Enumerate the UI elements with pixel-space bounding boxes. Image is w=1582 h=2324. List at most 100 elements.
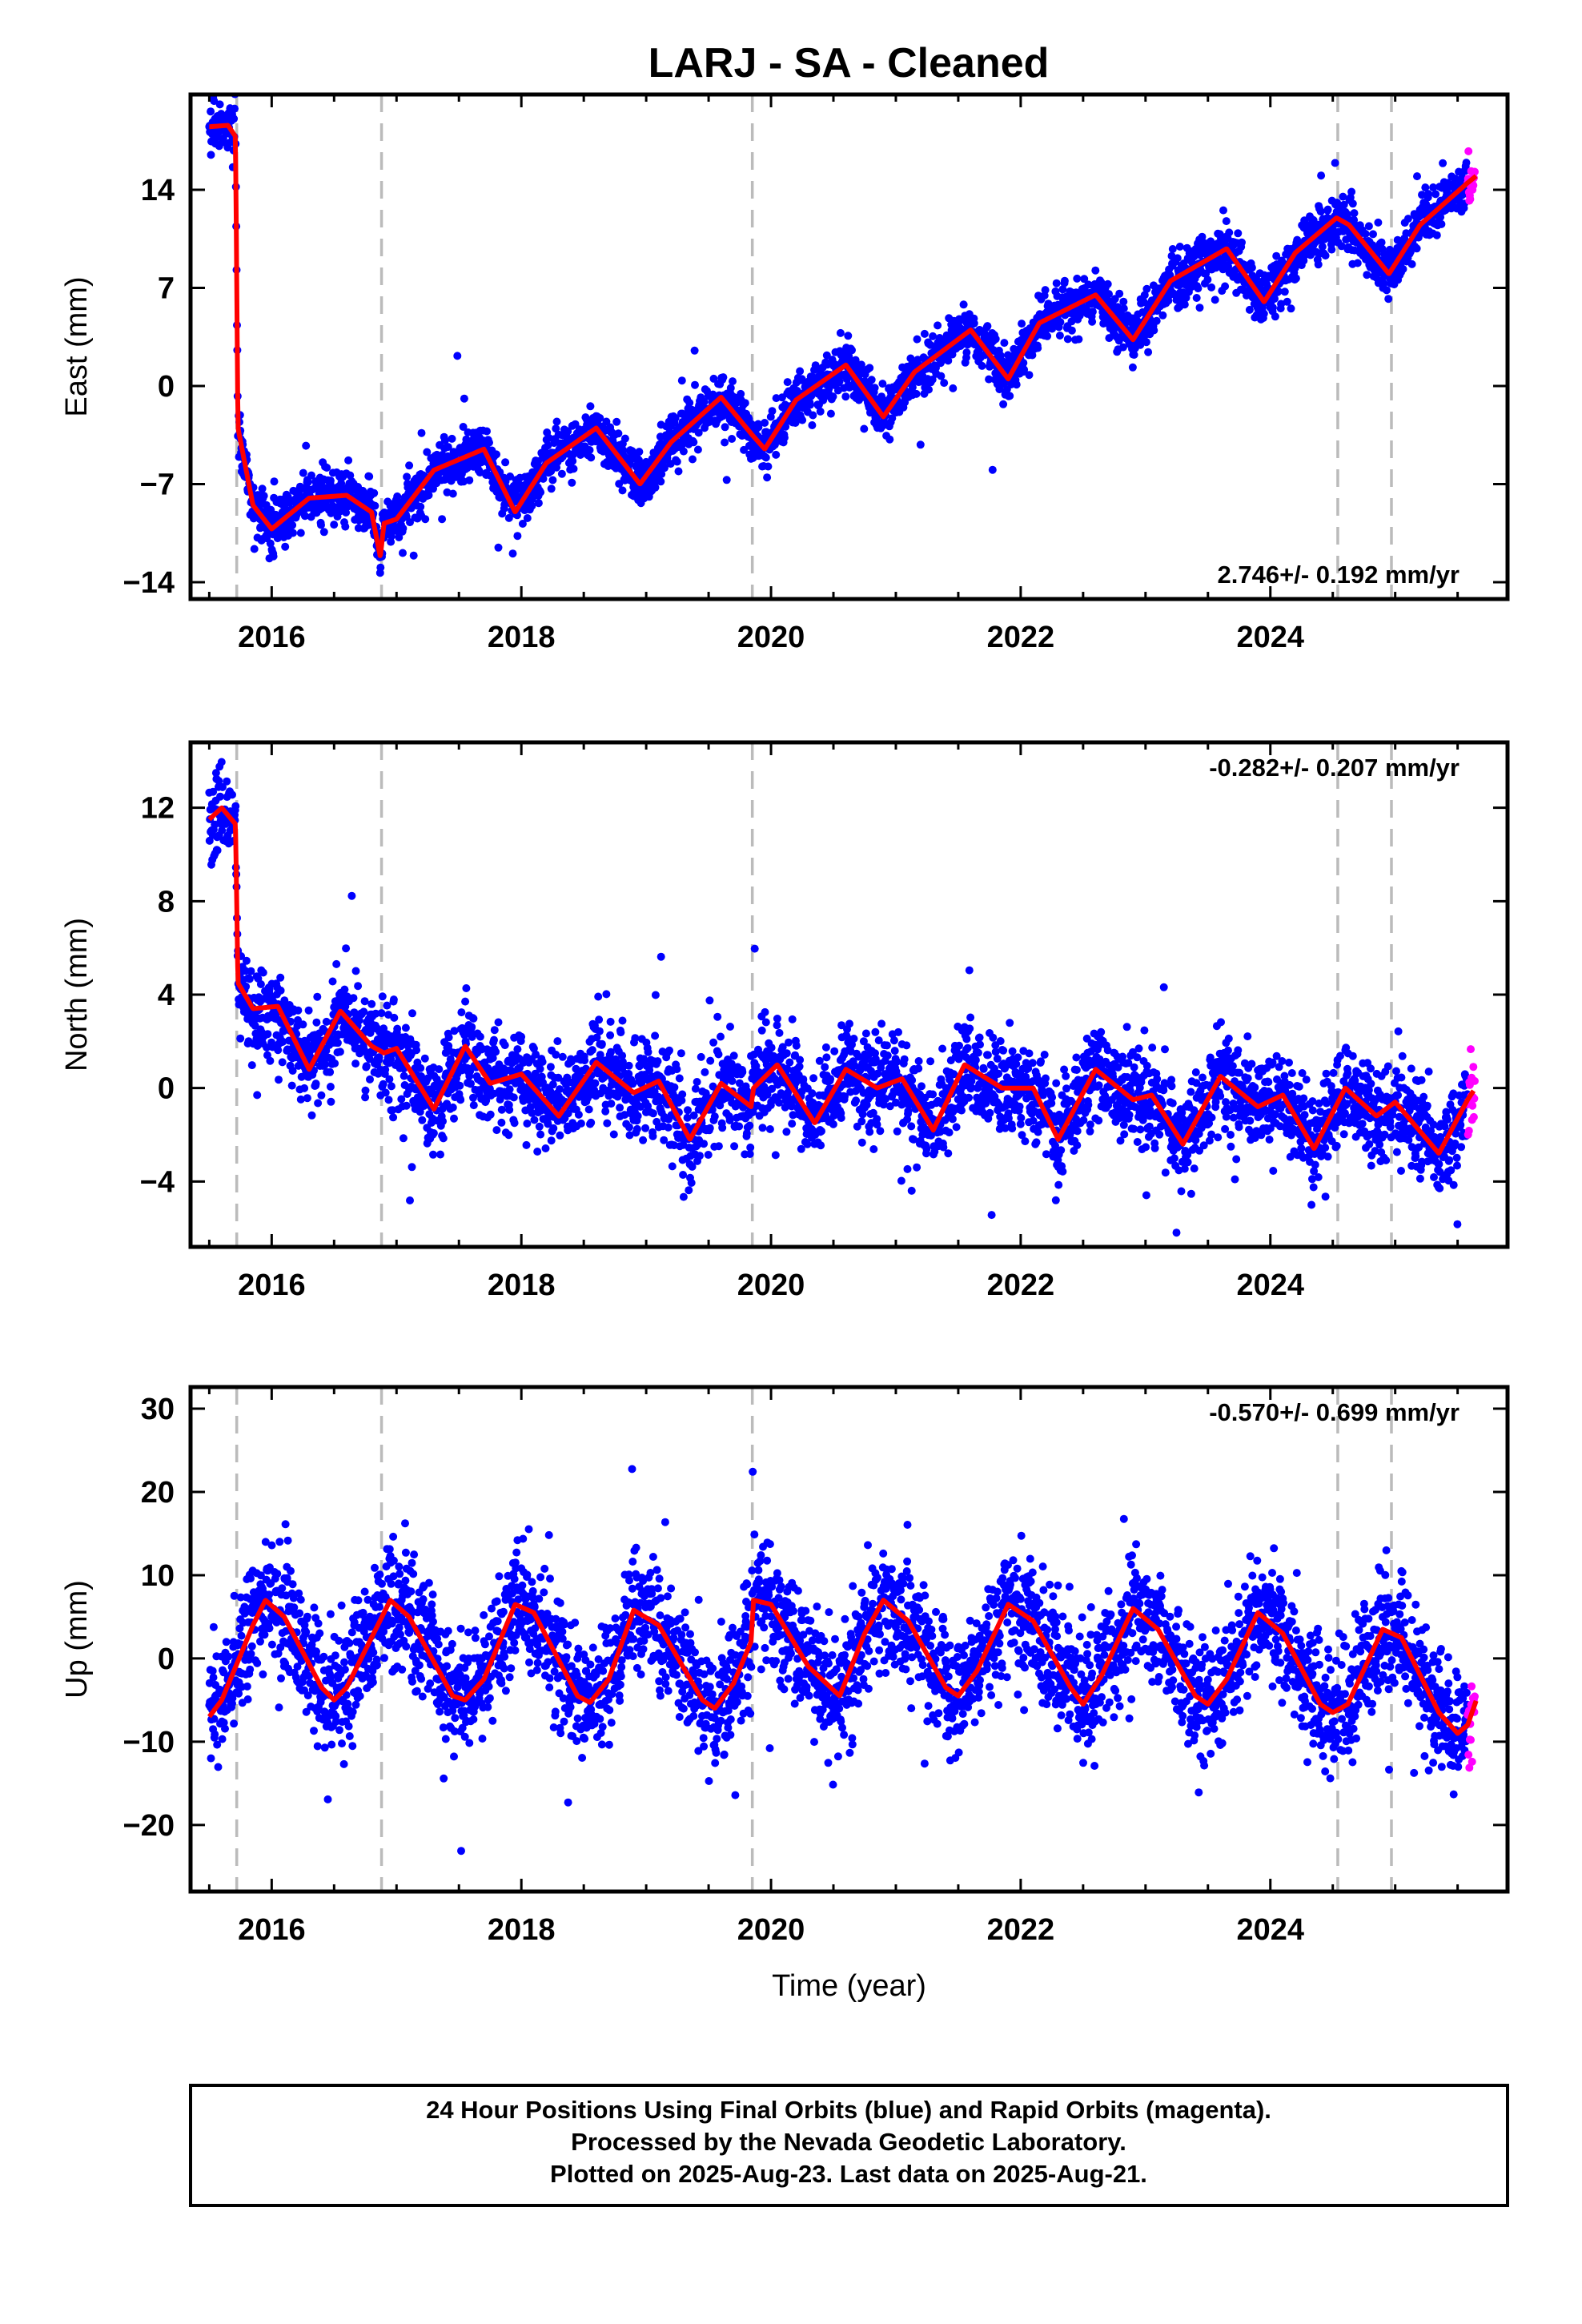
final-orbit-point [292, 511, 301, 520]
final-orbit-point [959, 300, 968, 309]
final-orbit-point [231, 802, 240, 810]
final-orbit-point [418, 1116, 427, 1124]
final-orbit-point [970, 319, 978, 328]
final-orbit-point [342, 944, 351, 953]
final-orbit-point [983, 322, 992, 331]
final-orbit-point [389, 995, 398, 1004]
final-orbit-point [393, 492, 402, 501]
final-orbit-point [304, 1006, 313, 1015]
final-orbit-point [548, 476, 557, 485]
final-orbit-point [1175, 243, 1184, 251]
final-orbit-point [722, 476, 731, 485]
final-orbit-point [245, 975, 254, 983]
final-orbit-point [492, 1047, 500, 1056]
final-orbit-point [1283, 297, 1291, 306]
final-orbit-point [1331, 159, 1339, 167]
final-orbit-point [587, 1118, 596, 1127]
final-orbit-point [705, 996, 714, 1005]
final-orbit-point [1000, 339, 1009, 348]
final-orbit-point [701, 1068, 709, 1076]
velocity-label: 2.746+/- 0.192 mm/yr [1218, 561, 1460, 589]
final-orbit-point [696, 1152, 704, 1160]
final-orbit-point [547, 485, 556, 493]
final-orbit-point [263, 1030, 272, 1039]
final-orbit-point [1424, 190, 1433, 199]
final-orbit-point [547, 1136, 556, 1145]
final-orbit-point [689, 438, 698, 447]
final-orbit-point [940, 379, 949, 388]
final-orbit-point [829, 392, 837, 401]
final-orbit-point [674, 467, 683, 476]
final-orbit-point [1347, 187, 1356, 196]
final-orbit-point [351, 967, 360, 975]
final-orbit-point [213, 846, 222, 854]
final-orbit-point [326, 1068, 335, 1076]
final-orbit-point [287, 1081, 296, 1090]
final-orbit-point [242, 956, 251, 965]
final-orbit-point [510, 1119, 519, 1128]
final-orbit-point [504, 1131, 513, 1140]
final-orbit-point [709, 1038, 718, 1047]
final-orbit-point [653, 1057, 662, 1066]
final-orbit-point [677, 1049, 685, 1058]
final-orbit-point [494, 1018, 503, 1027]
final-orbit-point [500, 1041, 509, 1050]
final-orbit-point [476, 1032, 484, 1041]
final-orbit-point [1207, 283, 1216, 292]
final-orbit-point [697, 1052, 705, 1061]
final-orbit-point [1327, 245, 1336, 254]
final-orbit-point [403, 472, 412, 481]
final-orbit-point [1280, 287, 1289, 296]
final-orbit-point [399, 549, 407, 557]
final-orbit-point [387, 1082, 396, 1091]
final-orbit-point [416, 1063, 425, 1072]
final-orbit-point [362, 1062, 371, 1071]
final-orbit-point [1317, 171, 1326, 180]
final-orbit-point [366, 1075, 374, 1084]
final-orbit-point [588, 1046, 596, 1055]
final-orbit-point [327, 1097, 335, 1106]
final-orbit-point [962, 348, 971, 357]
final-orbit-point [1323, 205, 1332, 214]
final-orbit-point [1374, 218, 1383, 227]
final-orbit-point [1056, 318, 1065, 327]
final-orbit-point [1291, 274, 1300, 283]
final-orbit-point [328, 977, 337, 986]
final-orbit-point [497, 1118, 506, 1127]
final-orbit-point [259, 492, 268, 501]
final-orbit-point [624, 1061, 633, 1070]
final-orbit-point [1271, 312, 1279, 321]
final-orbit-point [385, 1075, 394, 1084]
final-orbit-point [400, 1072, 408, 1080]
final-orbit-point [299, 468, 307, 477]
final-orbit-point [1316, 207, 1325, 216]
final-orbit-point [704, 1151, 713, 1159]
final-orbit-point [553, 1037, 562, 1046]
final-orbit-point [741, 399, 749, 408]
final-orbit-point [337, 479, 346, 488]
final-orbit-point [677, 376, 686, 385]
final-orbit-point [349, 994, 358, 1003]
final-orbit-point [606, 1017, 615, 1026]
final-orbit-point [1018, 320, 1026, 328]
final-orbit-point [269, 552, 278, 561]
final-orbit-point [841, 392, 850, 401]
final-orbit-point [448, 434, 456, 443]
final-orbit-point [228, 790, 236, 799]
final-orbit-point [1025, 371, 1034, 380]
final-orbit-point [266, 1056, 275, 1065]
final-orbit-point [439, 1134, 448, 1143]
final-orbit-point [1234, 229, 1243, 238]
final-orbit-point [299, 1020, 307, 1029]
final-orbit-point [1247, 263, 1256, 272]
final-orbit-point [816, 407, 825, 416]
final-orbit-point [761, 453, 770, 462]
final-orbit-point [648, 1109, 657, 1118]
final-orbit-point [558, 1052, 567, 1061]
final-orbit-point [764, 462, 773, 471]
final-orbit-point [303, 1094, 311, 1103]
final-orbit-point [1399, 265, 1407, 273]
final-orbit-point [377, 1009, 386, 1018]
final-orbit-point [780, 433, 789, 442]
final-orbit-point [648, 1132, 657, 1140]
